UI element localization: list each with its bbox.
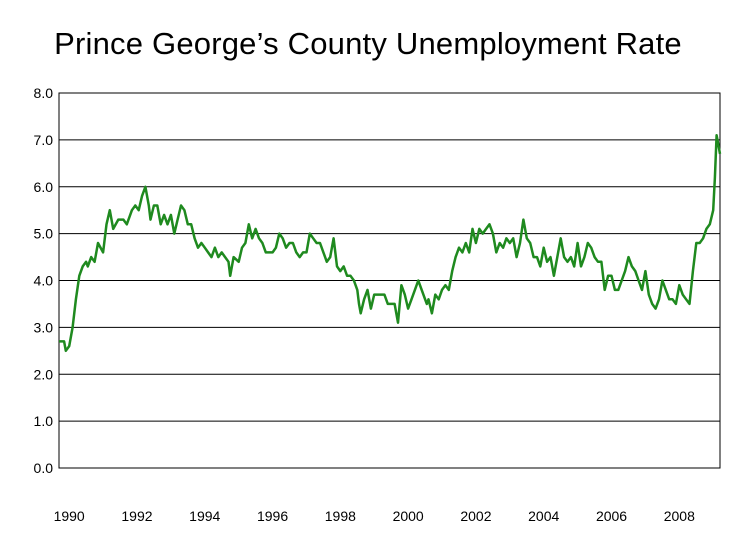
x-tick-label: 2000	[393, 508, 424, 524]
series-line-0	[59, 133, 722, 353]
y-axis-ticks: 0.0 1.0 2.0 3.0 4.0 5.0 6.0 7.0 8.0	[34, 85, 54, 476]
series-lines	[59, 133, 722, 353]
plot-area-border	[58, 92, 721, 469]
x-tick-label: 2006	[596, 508, 627, 524]
y-tick-label: 1.0	[34, 413, 54, 429]
y-tick-label: 3.0	[34, 319, 54, 335]
x-tick-label: 2004	[528, 508, 559, 524]
y-tick-label: 5.0	[34, 226, 54, 242]
x-axis-ticks: 1990 1992 1994 1996 1998 2000 2002 2004 2006 2008	[54, 508, 696, 524]
x-tick-label: 2002	[460, 508, 491, 524]
x-tick-label: 1998	[325, 508, 356, 524]
x-tick-label: 1990	[54, 508, 85, 524]
y-tick-label: 4.0	[34, 273, 54, 289]
y-tick-label: 8.0	[34, 85, 54, 101]
y-tick-label: 0.0	[34, 460, 54, 476]
x-tick-label: 1994	[189, 508, 220, 524]
chart-title: Prince George’s County Unemployment Rate	[54, 26, 682, 61]
x-tick-label: 1996	[257, 508, 288, 524]
y-tick-label: 7.0	[34, 132, 54, 148]
y-tick-label: 6.0	[34, 179, 54, 195]
x-tick-label: 1992	[121, 508, 152, 524]
y-tick-label: 2.0	[34, 366, 54, 382]
x-tick-label: 2008	[664, 508, 695, 524]
